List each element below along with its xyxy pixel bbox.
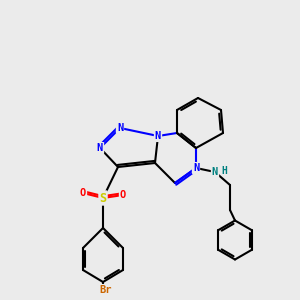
Text: O: O — [80, 188, 86, 198]
Text: H: H — [222, 166, 227, 176]
Text: N: N — [193, 163, 199, 173]
Text: O: O — [120, 190, 126, 200]
Text: S: S — [99, 191, 106, 205]
Text: Br: Br — [100, 285, 112, 295]
Text: N: N — [117, 123, 123, 133]
Text: N: N — [212, 167, 218, 177]
Text: N: N — [155, 131, 161, 141]
Text: N: N — [97, 143, 103, 153]
